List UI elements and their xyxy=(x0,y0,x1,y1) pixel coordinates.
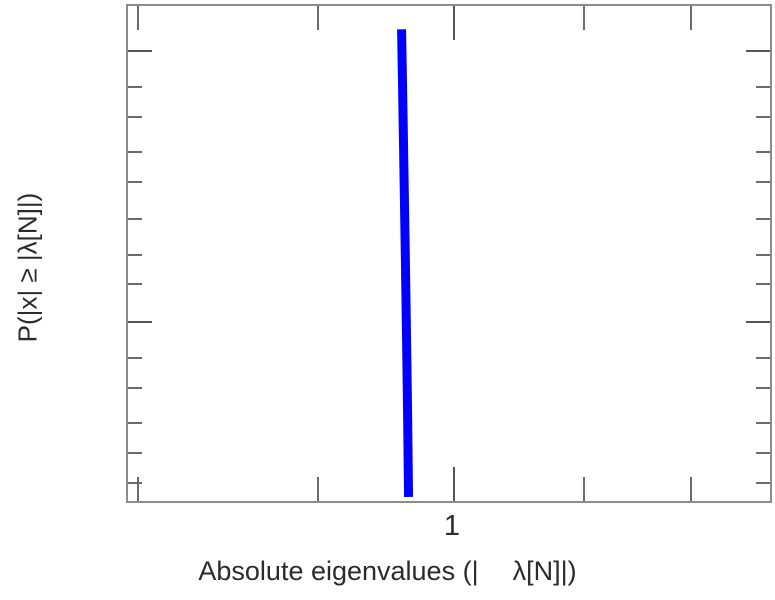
ccdf-curve-line xyxy=(397,29,414,498)
y-tick-minor xyxy=(128,86,142,88)
x-tick-minor-top xyxy=(137,6,139,30)
x-tick-minor-top xyxy=(690,6,692,30)
x-axis-title-head: Absolute eigenvalues (| xyxy=(198,556,479,586)
y-tick-major-1em1 xyxy=(128,321,152,323)
y-tick-major-right-1e0 xyxy=(746,50,770,52)
y-tick-minor xyxy=(128,387,142,389)
series-layer xyxy=(128,6,774,505)
y-tick-minor-right xyxy=(756,422,770,424)
y-tick-minor xyxy=(128,116,142,118)
y-tick-minor-right xyxy=(756,482,770,484)
plot-area xyxy=(126,4,772,503)
y-tick-minor xyxy=(128,283,142,285)
x-tick-minor-bottom xyxy=(583,477,585,501)
y-tick-minor xyxy=(128,422,142,424)
y-tick-minor-right xyxy=(756,151,770,153)
y-tick-minor xyxy=(128,452,142,454)
y-axis-title: P(|x| ≥ |λ[N]|) xyxy=(12,192,43,343)
x-tick-minor-top xyxy=(317,6,319,30)
y-tick-minor-right xyxy=(756,283,770,285)
y-tick-minor xyxy=(128,482,142,484)
y-tick-minor-right xyxy=(756,218,770,220)
y-tick-minor-right xyxy=(756,387,770,389)
y-tick-minor xyxy=(128,254,142,256)
y-tick-minor-right xyxy=(756,116,770,118)
y-tick-major-1e0 xyxy=(128,50,152,52)
x-tick-minor-top xyxy=(583,6,585,30)
y-tick-minor-right xyxy=(756,181,770,183)
x-tick-major-top xyxy=(453,6,455,40)
y-tick-minor xyxy=(128,218,142,220)
x-axis-title-tail: λ[N]|) xyxy=(512,556,577,586)
y-tick-minor-right xyxy=(756,86,770,88)
y-tick-minor-right xyxy=(756,452,770,454)
y-tick-minor-right xyxy=(756,357,770,359)
y-tick-minor-right xyxy=(756,254,770,256)
y-tick-minor xyxy=(128,181,142,183)
x-tick-major-bottom xyxy=(453,467,455,501)
x-tick-minor-bottom xyxy=(690,477,692,501)
y-tick-minor xyxy=(128,357,142,359)
x-tick-minor-bottom xyxy=(317,477,319,501)
y-tick-minor xyxy=(128,151,142,153)
x-tick-minor-bottom xyxy=(137,477,139,501)
ccdf-curve-svg xyxy=(397,29,414,498)
y-tick-major-right-1em1 xyxy=(746,321,770,323)
x-axis-title: Absolute eigenvalues (| λ[N]|) xyxy=(0,556,775,587)
x-tick-label-1: 1 xyxy=(443,510,461,542)
